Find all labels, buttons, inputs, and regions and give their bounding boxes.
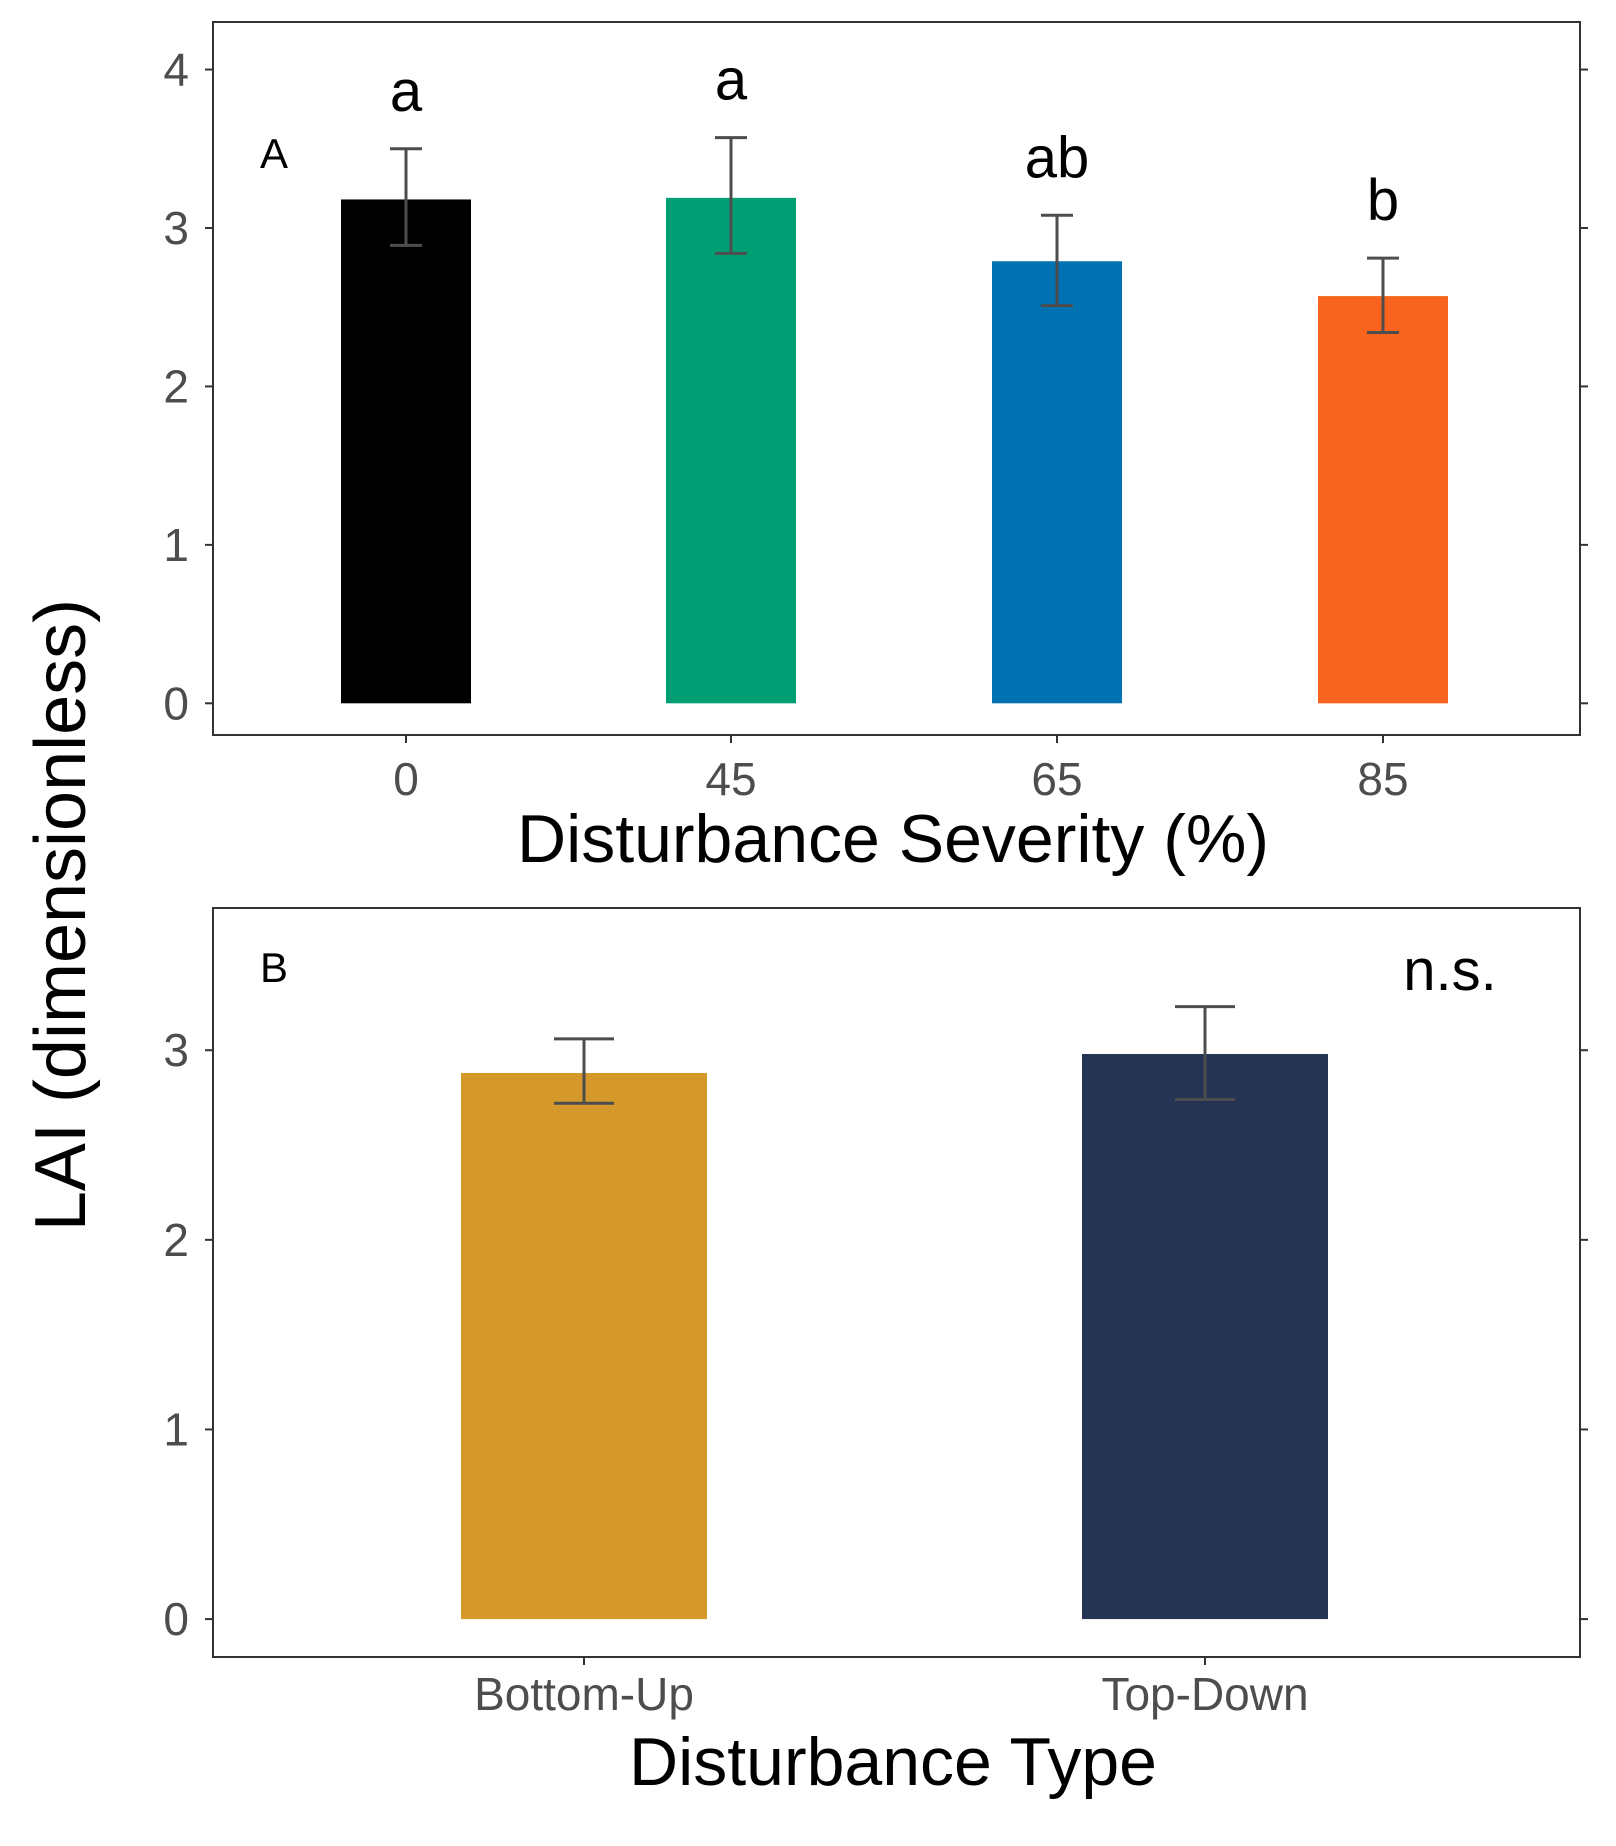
x-tick-label: 65 bbox=[1031, 753, 1082, 805]
x-tick-label: 0 bbox=[393, 753, 419, 805]
bar-45 bbox=[666, 197, 796, 704]
y-tick-label: 1 bbox=[163, 1403, 189, 1455]
significance-letter: b bbox=[1367, 168, 1399, 233]
x-tick-label: 45 bbox=[705, 753, 756, 805]
y-axis-title: LAI (dimensionless) bbox=[21, 599, 101, 1231]
bar-top-down bbox=[1082, 1054, 1328, 1620]
significance-letter: a bbox=[715, 48, 748, 113]
y-tick-label: 2 bbox=[163, 360, 189, 412]
y-tick-label: 3 bbox=[163, 1024, 189, 1076]
y-tick-label: 0 bbox=[163, 677, 189, 729]
bar-bottom-up bbox=[461, 1072, 707, 1620]
x-axis-title: Disturbance Type bbox=[629, 1724, 1157, 1800]
bar-0 bbox=[341, 199, 471, 704]
panel-a: 0 1 2 3 4 0 a 45 a 65 ab 85 b A Disturbance Severity (… bbox=[163, 21, 1588, 877]
y-tick-label: 2 bbox=[163, 1214, 189, 1266]
significance-letter: a bbox=[390, 59, 423, 124]
panel-label: B bbox=[260, 944, 288, 991]
bar-65 bbox=[992, 261, 1122, 704]
bar-85 bbox=[1318, 296, 1448, 704]
x-tick-label: Top-Down bbox=[1101, 1668, 1308, 1720]
significance-letter: ab bbox=[1025, 125, 1090, 190]
annotation-ns: n.s. bbox=[1403, 938, 1497, 1003]
panel-label: A bbox=[260, 130, 288, 177]
x-axis-title: Disturbance Severity (%) bbox=[517, 801, 1269, 877]
y-tick-label: 4 bbox=[163, 44, 189, 96]
y-tick-label: 3 bbox=[163, 202, 189, 254]
panel-b: 0 1 2 3 Bottom-Up Top-Down B n.s. Disturbance Ty… bbox=[163, 907, 1588, 1800]
y-tick-label: 0 bbox=[163, 1593, 189, 1645]
x-tick-label: 85 bbox=[1357, 753, 1408, 805]
plot-frame bbox=[212, 21, 1581, 736]
plot-frame bbox=[212, 907, 1581, 1658]
x-tick-label: Bottom-Up bbox=[474, 1668, 694, 1720]
y-tick-label: 1 bbox=[163, 519, 189, 571]
